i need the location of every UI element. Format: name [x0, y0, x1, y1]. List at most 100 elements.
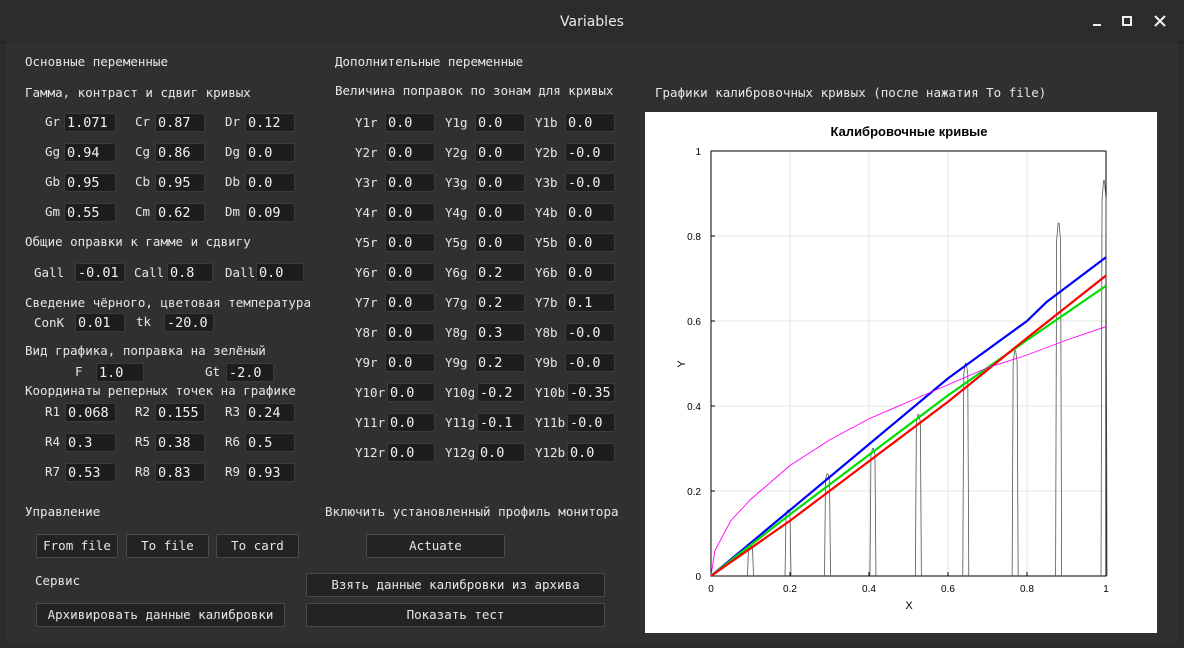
gamma-field[interactable]: 0.95 — [64, 173, 116, 192]
zone-field[interactable]: 0.0 — [385, 143, 435, 162]
actuate-button[interactable]: Actuate — [366, 534, 505, 558]
zone-field[interactable]: 0.0 — [385, 323, 435, 342]
calibration-chart: Калибровочные кривые X Y 0 0 0.2 0.2 0.4 0.4 0… — [645, 112, 1157, 633]
zone-field[interactable]: -0.0 — [565, 323, 615, 342]
zone-field[interactable]: 0.0 — [385, 233, 435, 252]
zone-label: Y1b — [535, 115, 558, 130]
ref-field[interactable]: 0.53 — [65, 463, 116, 482]
zone-field[interactable]: 0.0 — [475, 173, 525, 192]
zone-label: Y10b — [535, 385, 566, 400]
x-tick-label: 0.8 — [1020, 584, 1034, 595]
zone-field[interactable]: 0.3 — [475, 323, 525, 342]
gamma-label: Gr — [45, 114, 61, 129]
ref-field[interactable]: 0.24 — [245, 403, 295, 422]
zone-field[interactable]: 0.0 — [387, 413, 435, 432]
zone-field[interactable]: 0.0 — [385, 353, 435, 372]
zone-field[interactable]: -0.2 — [477, 383, 525, 402]
ref-field[interactable]: 0.068 — [65, 403, 116, 422]
conk-field[interactable]: 0.01 — [75, 313, 125, 332]
zone-field[interactable]: 0.0 — [475, 203, 525, 222]
zone-label: Y8b — [535, 325, 558, 340]
zone-field[interactable]: -0.0 — [565, 143, 615, 162]
zone-field[interactable]: -0.0 — [565, 173, 615, 192]
close-icon[interactable] — [1149, 10, 1171, 32]
tk-field[interactable]: -20.0 — [164, 313, 214, 332]
gamma-field[interactable]: 0.86 — [155, 143, 205, 162]
gamma-field[interactable]: 0.0 — [245, 143, 295, 162]
gamma-field[interactable]: 0.0 — [245, 173, 295, 192]
common-label: Call — [134, 265, 165, 280]
ref-field[interactable]: 0.38 — [155, 433, 205, 452]
zone-label: Y3b — [535, 175, 558, 190]
zone-field[interactable]: 0.0 — [385, 293, 435, 312]
zone-field[interactable]: 0.0 — [385, 113, 435, 132]
dall-field[interactable]: 0.0 — [256, 263, 304, 282]
gamma-field[interactable]: 0.95 — [155, 173, 205, 192]
zone-field[interactable]: 0.0 — [565, 233, 615, 252]
zone-field[interactable]: -0.0 — [567, 413, 615, 432]
from-file-button[interactable]: From file — [36, 534, 118, 558]
to-file-button[interactable]: To file — [126, 534, 209, 558]
gamma-field[interactable]: 0.09 — [245, 203, 295, 222]
gamma-field[interactable]: 0.87 — [155, 113, 205, 132]
section-view: Вид графика, поправка на зелёный — [25, 343, 266, 358]
zone-field[interactable]: -0.1 — [477, 413, 525, 432]
zone-field[interactable]: 0.0 — [565, 263, 615, 282]
section-gamma: Гамма, контраст и сдвиг кривых — [25, 85, 251, 100]
zone-label: Y11b — [535, 415, 566, 430]
from-archive-button[interactable]: Взять данные калибровки из архива — [306, 573, 605, 597]
zone-label: Y4g — [445, 205, 468, 220]
call-field[interactable]: 0.8 — [167, 263, 213, 282]
show-test-button[interactable]: Показать тест — [306, 603, 605, 627]
histogram-peak — [914, 414, 922, 577]
gt-field[interactable]: -2.0 — [226, 363, 274, 382]
zone-field[interactable]: 0.0 — [565, 203, 615, 222]
zone-field[interactable]: 0.0 — [477, 443, 525, 462]
zone-field[interactable]: -0.0 — [565, 353, 615, 372]
to-card-button[interactable]: To card — [216, 534, 299, 558]
zone-field[interactable]: 0.2 — [475, 263, 525, 282]
ref-field[interactable]: 0.5 — [245, 433, 295, 452]
gamma-field[interactable]: 0.62 — [155, 203, 205, 222]
tk-label: tk — [136, 314, 152, 329]
f-field[interactable]: 1.0 — [96, 363, 144, 382]
ref-field[interactable]: 0.93 — [245, 463, 295, 482]
y-axis-label: Y — [676, 360, 688, 368]
zone-label: Y6r — [355, 265, 378, 280]
gamma-field[interactable]: 0.12 — [245, 113, 295, 132]
gamma-field[interactable]: 0.55 — [64, 203, 116, 222]
zone-field[interactable]: 0.0 — [567, 443, 615, 462]
zone-field[interactable]: 0.0 — [387, 383, 435, 402]
section-control: Управление — [25, 504, 101, 519]
zone-label: Y6g — [445, 265, 468, 280]
zone-field[interactable]: 0.0 — [387, 443, 435, 462]
zone-field[interactable]: 0.0 — [475, 113, 525, 132]
maximize-icon[interactable] — [1116, 10, 1138, 32]
zone-field[interactable]: 0.0 — [385, 203, 435, 222]
zone-field[interactable]: 0.1 — [565, 293, 615, 312]
zone-field[interactable]: 0.0 — [475, 143, 525, 162]
gamma-label: Cb — [135, 174, 151, 189]
zone-label: Y9r — [355, 355, 378, 370]
zone-field[interactable]: 0.2 — [475, 293, 525, 312]
ref-label: R4 — [45, 434, 61, 449]
x-tick-label: 0.2 — [783, 584, 797, 595]
zone-field[interactable]: 0.0 — [565, 113, 615, 132]
ref-field[interactable]: 0.3 — [65, 433, 116, 452]
window-title: Variables — [560, 14, 624, 30]
gamma-field[interactable]: 1.071 — [64, 113, 116, 132]
zone-field[interactable]: 0.0 — [385, 173, 435, 192]
zone-field[interactable]: 0.0 — [385, 263, 435, 282]
ref-label: R8 — [135, 464, 151, 479]
zone-field[interactable]: 0.0 — [475, 233, 525, 252]
zone-field[interactable]: 0.2 — [475, 353, 525, 372]
minimize-icon[interactable] — [1086, 10, 1108, 32]
archive-button[interactable]: Архивировать данные калибровки — [36, 603, 285, 627]
zone-field[interactable]: -0.35 — [567, 383, 615, 402]
ref-field[interactable]: 0.83 — [155, 463, 205, 482]
ref-field[interactable]: 0.155 — [155, 403, 205, 422]
gall-field[interactable]: -0.01 — [75, 263, 125, 282]
x-axis-label: X — [905, 600, 913, 612]
gamma-field[interactable]: 0.94 — [64, 143, 116, 162]
x-tick-label: 0.4 — [862, 584, 876, 595]
